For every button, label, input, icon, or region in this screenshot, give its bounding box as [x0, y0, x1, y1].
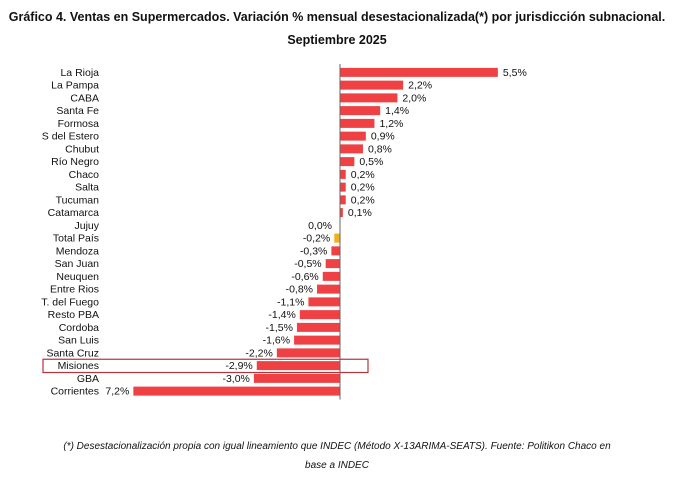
- value-label-cordoba: -1,5%: [266, 322, 293, 334]
- value-label-misiones: -2,9%: [225, 360, 252, 372]
- category-label-chaco: Chaco: [69, 169, 100, 181]
- value-label-jujuy: 0,0%: [308, 220, 332, 232]
- category-label-santa-cruz: Santa Cruz: [46, 347, 99, 359]
- category-label-catamarca: Catamarca: [48, 207, 100, 219]
- category-label-la-rioja: La Rioja: [60, 67, 99, 79]
- bar-resto-pba: [299, 310, 340, 320]
- value-label-r-o-negro: 0,5%: [359, 156, 383, 168]
- bar-corrientes: [133, 386, 340, 396]
- value-label-resto-pba: -1,4%: [268, 309, 295, 321]
- bar-santa-fe: [340, 106, 381, 116]
- bar-r-o-negro: [340, 157, 355, 167]
- bar-chaco: [340, 169, 346, 179]
- category-label-san-juan: San Juan: [55, 258, 100, 270]
- bar-la-rioja: [340, 67, 498, 77]
- value-label-entre-rios: -0,8%: [286, 284, 313, 296]
- category-label-santa-fe: Santa Fe: [56, 105, 99, 117]
- category-label-gba: GBA: [77, 373, 99, 385]
- value-label-s-del-estero: 0,9%: [371, 131, 395, 143]
- value-label-san-juan: -0,5%: [294, 258, 321, 270]
- chart-title: Gráfico 4. Ventas en Supermercados. Vari…: [8, 10, 666, 24]
- bar-santa-cruz: [276, 348, 340, 358]
- category-label-tucuman: Tucuman: [56, 194, 100, 206]
- value-label-t-del-fuego: -1,1%: [277, 296, 304, 308]
- bar-neuquen: [322, 271, 340, 281]
- category-label-misiones: Misiones: [58, 360, 99, 372]
- value-label-catamarca: 0,1%: [348, 207, 372, 219]
- value-label-tucuman: 0,2%: [351, 194, 375, 206]
- bar-catamarca: [340, 208, 343, 218]
- category-label-entre-rios: Entre Rios: [50, 284, 99, 296]
- category-label-jujuy: Jujuy: [74, 220, 99, 232]
- bar-caba: [340, 93, 398, 103]
- bar-gba: [253, 373, 340, 383]
- category-label-resto-pba: Resto PBA: [48, 309, 99, 321]
- bar-t-del-fuego: [308, 297, 340, 307]
- value-label-chubut: 0,8%: [368, 143, 392, 155]
- category-label-cordoba: Cordoba: [59, 322, 99, 334]
- value-label-neuquen: -0,6%: [291, 271, 318, 283]
- value-label-chaco: 0,2%: [351, 169, 375, 181]
- footnote-line-1: (*) Desestacionalización propia con igua…: [63, 441, 611, 452]
- value-label-la-rioja: 5,5%: [503, 67, 527, 79]
- category-label-chubut: Chubut: [65, 143, 99, 155]
- value-label-san-luis: -1,6%: [263, 335, 290, 347]
- category-label-mendoza: Mendoza: [56, 245, 99, 257]
- bar-salta: [340, 182, 346, 192]
- highlight-box-misiones: [42, 358, 369, 374]
- category-label-t-del-fuego: T. del Fuego: [41, 296, 99, 308]
- value-label-salta: 0,2%: [351, 182, 375, 194]
- value-label-formosa: 1,2%: [379, 118, 403, 130]
- category-label-neuquen: Neuquen: [56, 271, 99, 283]
- footnote: (*) Desestacionalización propia con igua…: [40, 437, 634, 475]
- value-label-corrientes: 7,2%: [105, 386, 129, 398]
- category-label-salta: Salta: [75, 182, 99, 194]
- footnote-line-2: base a INDEC: [305, 460, 369, 471]
- value-label-mendoza: -0,3%: [300, 245, 327, 257]
- value-label-la-pampa: 2,2%: [408, 80, 432, 92]
- chart-subtitle: Septiembre 2025: [287, 33, 387, 47]
- category-label-san-luis: San Luis: [58, 335, 99, 347]
- bar-formosa: [340, 118, 375, 128]
- bar-san-juan: [325, 259, 340, 269]
- category-label-caba: CABA: [70, 92, 99, 104]
- bar-entre-rios: [317, 284, 340, 294]
- bar-cordoba: [296, 322, 340, 332]
- category-label-total-pa-s: Total País: [53, 233, 99, 245]
- bar-chubut: [340, 144, 363, 154]
- bar-san-luis: [294, 335, 340, 345]
- value-label-santa-fe: 1,4%: [385, 105, 409, 117]
- bar-misiones: [256, 361, 340, 371]
- bar-tucuman: [340, 195, 346, 205]
- category-label-la-pampa: La Pampa: [51, 80, 99, 92]
- bar-total-pa-s: [334, 233, 340, 243]
- category-label-corrientes: Corrientes: [51, 386, 99, 398]
- value-label-caba: 2,0%: [402, 92, 426, 104]
- value-label-santa-cruz: -2,2%: [245, 347, 272, 359]
- bar-s-del-estero: [340, 131, 366, 141]
- bar-mendoza: [331, 246, 340, 256]
- category-label-r-o-negro: Río Negro: [51, 156, 99, 168]
- category-label-formosa: Formosa: [58, 118, 100, 130]
- category-label-s-del-estero: S del Estero: [42, 131, 99, 143]
- value-label-total-pa-s: -0,2%: [303, 233, 330, 245]
- value-label-gba: -3,0%: [222, 373, 249, 385]
- bar-la-pampa: [340, 80, 404, 90]
